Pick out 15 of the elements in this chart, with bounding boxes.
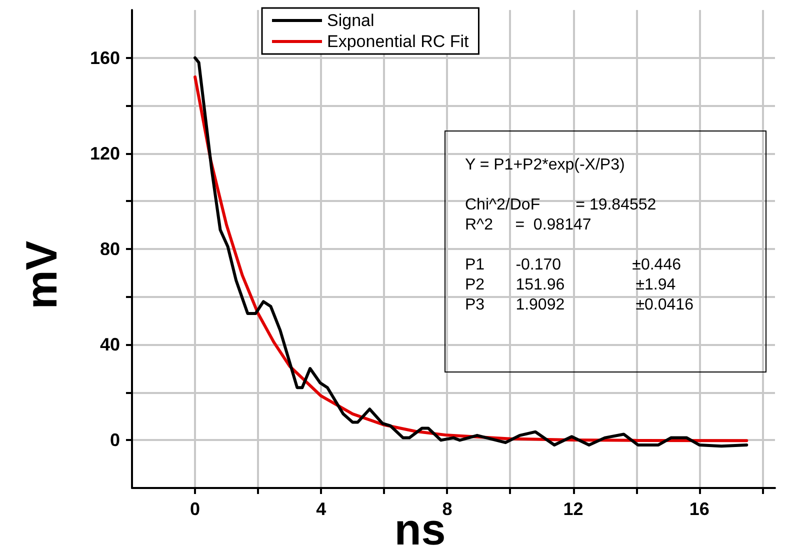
annotation: Chi^2/DoF = 19.84552 R^2 = 0.98147 — [465, 196, 656, 234]
y-tick-label: 40 — [100, 334, 120, 355]
x-tick-label: 4 — [316, 499, 326, 519]
legend-label: Exponential RC Fit — [327, 32, 470, 51]
y-tick-label: 80 — [100, 239, 120, 259]
annotation: Y = P1+P2*exp(-X/P3) — [465, 156, 625, 174]
y-tick-label: 0 — [110, 430, 120, 450]
y-axis-title: mV — [18, 240, 66, 310]
y-tick-label: 120 — [90, 143, 120, 164]
annotation: P1 -0.170 ±0.446 P2 151.96 ±1.94 P3 1.9092 ±0.0416 — [465, 256, 694, 314]
x-tick-label: 12 — [563, 499, 584, 519]
x-tick-label: 16 — [689, 499, 710, 519]
y-tick-label: 160 — [90, 48, 120, 68]
x-tick-label: 0 — [190, 499, 200, 519]
legend-label: Signal — [327, 11, 374, 30]
